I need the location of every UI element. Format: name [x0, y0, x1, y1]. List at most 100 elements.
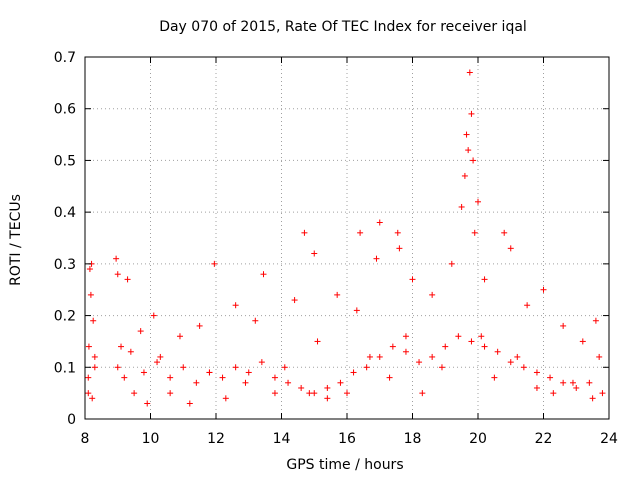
- data-point: [353, 307, 360, 314]
- data-point: [494, 348, 501, 355]
- data-point: [396, 245, 403, 252]
- y-tick-label: 0.7: [54, 50, 76, 66]
- data-point: [196, 322, 203, 329]
- data-point: [121, 374, 128, 381]
- data-point: [311, 250, 318, 257]
- y-tick-label: 0: [67, 412, 76, 428]
- data-point: [481, 276, 488, 283]
- data-point: [389, 343, 396, 350]
- data-point: [507, 359, 514, 366]
- data-point: [402, 333, 409, 340]
- data-point: [458, 203, 465, 210]
- data-point: [91, 353, 98, 360]
- data-point: [470, 157, 477, 164]
- data-point: [232, 364, 239, 371]
- data-point: [186, 400, 193, 407]
- data-point: [150, 312, 157, 319]
- data-point: [416, 359, 423, 366]
- data-point: [533, 384, 540, 391]
- data-point: [211, 260, 218, 267]
- x-tick-label: 12: [207, 431, 225, 447]
- data-point: [455, 333, 462, 340]
- data-point: [363, 364, 370, 371]
- data-point: [344, 390, 350, 397]
- data-point: [167, 390, 174, 397]
- x-tick-label: 10: [142, 431, 160, 447]
- data-point: [592, 317, 599, 324]
- data-point: [298, 384, 305, 391]
- data-point: [113, 255, 120, 262]
- data-point: [154, 359, 161, 366]
- data-point: [560, 322, 567, 329]
- data-point: [85, 374, 92, 381]
- data-point: [507, 245, 514, 252]
- data-point: [468, 338, 475, 345]
- grid: [85, 57, 609, 419]
- data-point: [599, 390, 606, 397]
- data-point: [114, 271, 121, 278]
- data-point: [376, 219, 383, 226]
- data-point: [520, 364, 527, 371]
- data-point: [376, 353, 383, 360]
- data-point: [491, 374, 498, 381]
- data-point: [324, 395, 331, 402]
- data-point: [176, 333, 183, 340]
- y-tick-label: 0.6: [54, 102, 76, 118]
- data-point: [127, 348, 134, 355]
- data-point: [90, 317, 97, 324]
- data-point: [157, 353, 164, 360]
- data-point: [579, 338, 586, 345]
- data-point: [222, 395, 229, 402]
- data-point: [475, 198, 481, 205]
- y-axis-label: ROTI / TECUs: [8, 194, 24, 286]
- data-point: [144, 400, 151, 407]
- data-point: [569, 379, 576, 386]
- data-point: [533, 369, 540, 376]
- data-point: [242, 379, 249, 386]
- data-point: [373, 255, 380, 262]
- data-point: [85, 390, 92, 397]
- data-point: [301, 229, 308, 236]
- x-axis-ticks: 8 10 12 14 16 18 20 22 24: [81, 57, 618, 447]
- x-tick-label: 20: [469, 431, 487, 447]
- x-tick-label: 18: [404, 431, 422, 447]
- data-point: [419, 390, 426, 397]
- data-point: [471, 229, 478, 236]
- data-point: [271, 374, 278, 381]
- data-point: [461, 172, 468, 179]
- x-tick-label: 22: [535, 431, 553, 447]
- data-point: [114, 364, 121, 371]
- y-tick-label: 0.1: [54, 360, 76, 376]
- data-point: [402, 348, 409, 355]
- data-point: [386, 374, 393, 381]
- data-point: [206, 369, 213, 376]
- data-point: [560, 379, 567, 386]
- y-tick-label: 0.5: [54, 153, 76, 169]
- data-point: [252, 317, 259, 324]
- data-points: [85, 69, 606, 407]
- data-point: [86, 266, 93, 273]
- data-point: [429, 353, 436, 360]
- data-point: [589, 395, 596, 402]
- data-point: [281, 364, 288, 371]
- data-point: [91, 364, 98, 371]
- data-point: [524, 302, 531, 309]
- data-point: [291, 297, 298, 304]
- data-point: [140, 369, 147, 376]
- data-point: [311, 390, 318, 397]
- data-point: [547, 374, 554, 381]
- data-point: [481, 343, 488, 350]
- data-point: [337, 379, 344, 386]
- data-point: [180, 364, 187, 371]
- data-point: [285, 379, 292, 386]
- data-point: [271, 390, 278, 397]
- y-axis-ticks: 0 0.1 0.2 0.3 0.4 0.5 0.6 0.7: [54, 50, 609, 428]
- y-tick-label: 0.2: [54, 309, 76, 325]
- data-point: [334, 291, 341, 298]
- data-point: [442, 343, 449, 350]
- data-point: [573, 384, 580, 391]
- data-point: [314, 338, 321, 345]
- data-point: [167, 374, 174, 381]
- x-tick-label: 8: [81, 431, 90, 447]
- y-tick-label: 0.4: [54, 205, 76, 221]
